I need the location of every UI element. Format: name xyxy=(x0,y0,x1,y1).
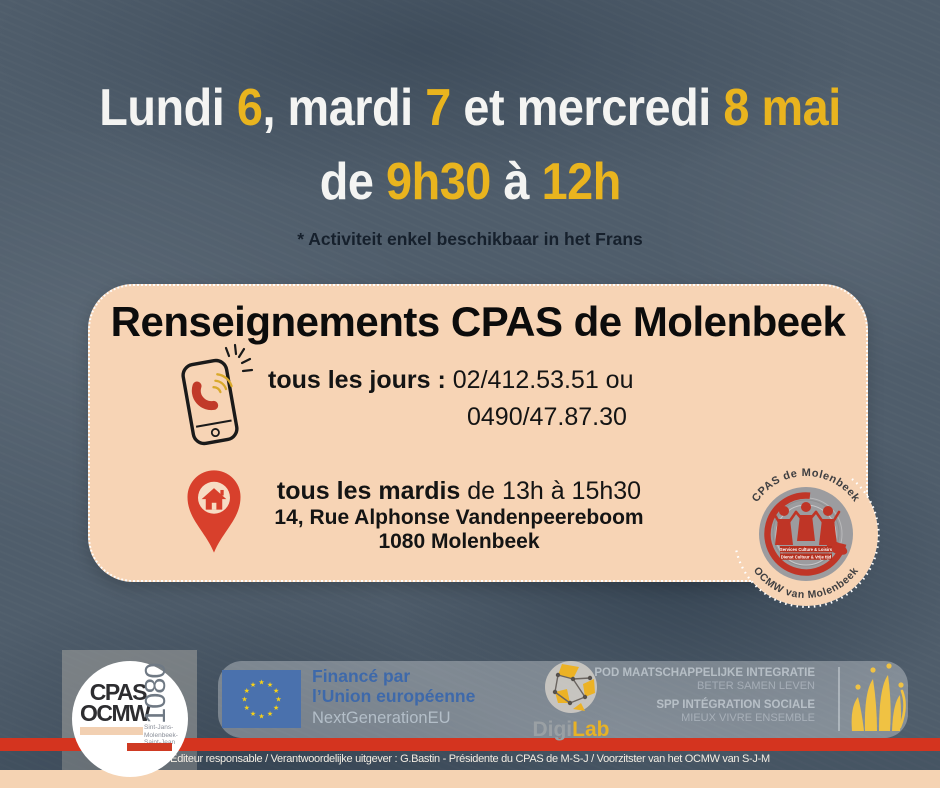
cpas-molenbeek-badge: CPAS de Molenbeek OCMW van Molenbeek Ser… xyxy=(734,462,880,608)
title-segment: et mercredi xyxy=(450,79,724,137)
visit-address-street: 14, Rue Alphonse Vandenpeereboom xyxy=(274,506,644,529)
svg-text:★: ★ xyxy=(241,696,247,704)
svg-text:★: ★ xyxy=(275,696,281,704)
footer-peach-band xyxy=(0,770,940,788)
podmi-line3: SPP INTÉGRATION SOCIALE xyxy=(656,699,815,711)
svg-text:★: ★ xyxy=(244,704,250,712)
title-segment-highlight: 9h30 xyxy=(385,153,491,211)
cpas-logo-peach-bar xyxy=(80,727,143,735)
eu-funding-text: Financé par l’Union européenne NextGener… xyxy=(312,666,475,728)
svg-text:★: ★ xyxy=(258,713,264,721)
phone-label: tous les jours : xyxy=(268,366,446,394)
phone-icon xyxy=(181,343,254,446)
ring-rays-icon xyxy=(224,343,254,373)
title-segment: de xyxy=(319,153,386,211)
digilab-globe-icon xyxy=(545,661,597,713)
svg-text:★: ★ xyxy=(258,679,264,687)
eu-text-line1: Financé par xyxy=(312,666,411,686)
editor-responsible-text: Éditeur responsable / Verantwoordelijke … xyxy=(170,753,770,765)
phone-info: tous les jours : 02/412.53.51 ou 0490/47… xyxy=(268,362,634,436)
phone-number-2: 0490/47.87.30 xyxy=(467,403,627,431)
podmi-line2: BETER SAMEN LEVEN xyxy=(697,680,815,692)
digilab-logo: DigiLab xyxy=(520,659,622,742)
digilab-text-lab: Lab xyxy=(572,718,610,741)
digilab-text-digi: Digi xyxy=(532,718,573,741)
cpas-logo-red-bar xyxy=(127,743,172,751)
svg-text:★: ★ xyxy=(267,681,273,689)
title-segment: Lundi xyxy=(99,79,237,137)
eu-text-line2: l’Union européenne xyxy=(312,686,476,706)
svg-text:★: ★ xyxy=(250,681,256,689)
footer-divider xyxy=(838,667,840,731)
cpas-logo-sub1: Sint-Jans- xyxy=(144,724,174,731)
title-segment-highlight: 12h xyxy=(541,153,621,211)
podmi-line4: MIEUX VIVRE ENSEMBLE xyxy=(681,712,815,724)
badge-center-line1: Services Culture & Loisirs xyxy=(780,547,833,552)
footer-editor-band xyxy=(0,751,940,770)
info-box: Renseignements CPAS de Molenbeek tou xyxy=(88,284,868,582)
people-icon xyxy=(771,502,841,545)
location-pin-icon xyxy=(187,470,241,553)
svg-text:★: ★ xyxy=(273,687,279,695)
title-segment-highlight: 6 xyxy=(236,79,263,137)
visit-address-city: 1080 Molenbeek xyxy=(378,530,540,553)
eu-stars: ★ ★★ ★★★ ★★★ ★★★ xyxy=(241,679,281,721)
cpas-logo-1080: 1080 xyxy=(140,663,172,724)
visit-time: de 13h à 15h30 xyxy=(467,477,642,505)
podmi-logo-text: POD MAATSCHAPPELIJKE INTEGRATIE BETER SA… xyxy=(565,666,815,725)
title-segment-highlight: 7 xyxy=(425,79,451,137)
visit-info: tous les mardis de 13h à 15h30 14, Rue A… xyxy=(268,476,650,554)
cpas-logo-sub3: Saint-Jean xyxy=(144,739,178,747)
svg-text:★: ★ xyxy=(250,710,256,718)
svg-text:★: ★ xyxy=(267,710,273,718)
badge-brush-ring xyxy=(764,492,848,576)
title-dates: Lundi 6, mardi 7 et mercredi 8 mai xyxy=(0,78,940,138)
eu-text-ngeu: NextGenerationEU xyxy=(312,709,451,727)
title-segment: à xyxy=(490,153,542,211)
phone-number-1: 02/412.53.51 ou xyxy=(452,366,634,394)
title-segment: , mardi xyxy=(262,79,426,137)
footer-red-stripe xyxy=(0,738,940,751)
info-box-title: Renseignements CPAS de Molenbeek xyxy=(110,298,846,345)
cpas-logo-word1: CPAS xyxy=(89,679,148,705)
cpas-logo-word2: OCMW xyxy=(80,700,151,726)
cpas-ocmw-logo: CPAS OCMW 1080 Sint-Jans- Molenbeek- Sai… xyxy=(72,661,188,777)
podmi-line1: POD MAATSCHAPPELIJKE INTEGRATIE xyxy=(594,667,815,679)
visit-label: tous les mardis xyxy=(276,477,461,505)
title-segment-highlight: 8 mai xyxy=(723,79,841,137)
crown-flame-icon xyxy=(851,663,906,731)
cpas-logo-sub2: Molenbeek- xyxy=(144,731,178,739)
eu-flag-icon: ★ ★ ★ ★ ★ ★ ★ ★ ★ ★ ★ ★ xyxy=(222,670,301,728)
badge-center-line2: Dienst Cultuur & Vrije tijd xyxy=(781,554,832,559)
svg-text:★: ★ xyxy=(273,704,279,712)
svg-text:★: ★ xyxy=(244,687,250,695)
language-note: * Activiteit enkel beschikbaar in het Fr… xyxy=(297,229,643,249)
title-hours: de 9h30 à 12h xyxy=(0,152,940,212)
